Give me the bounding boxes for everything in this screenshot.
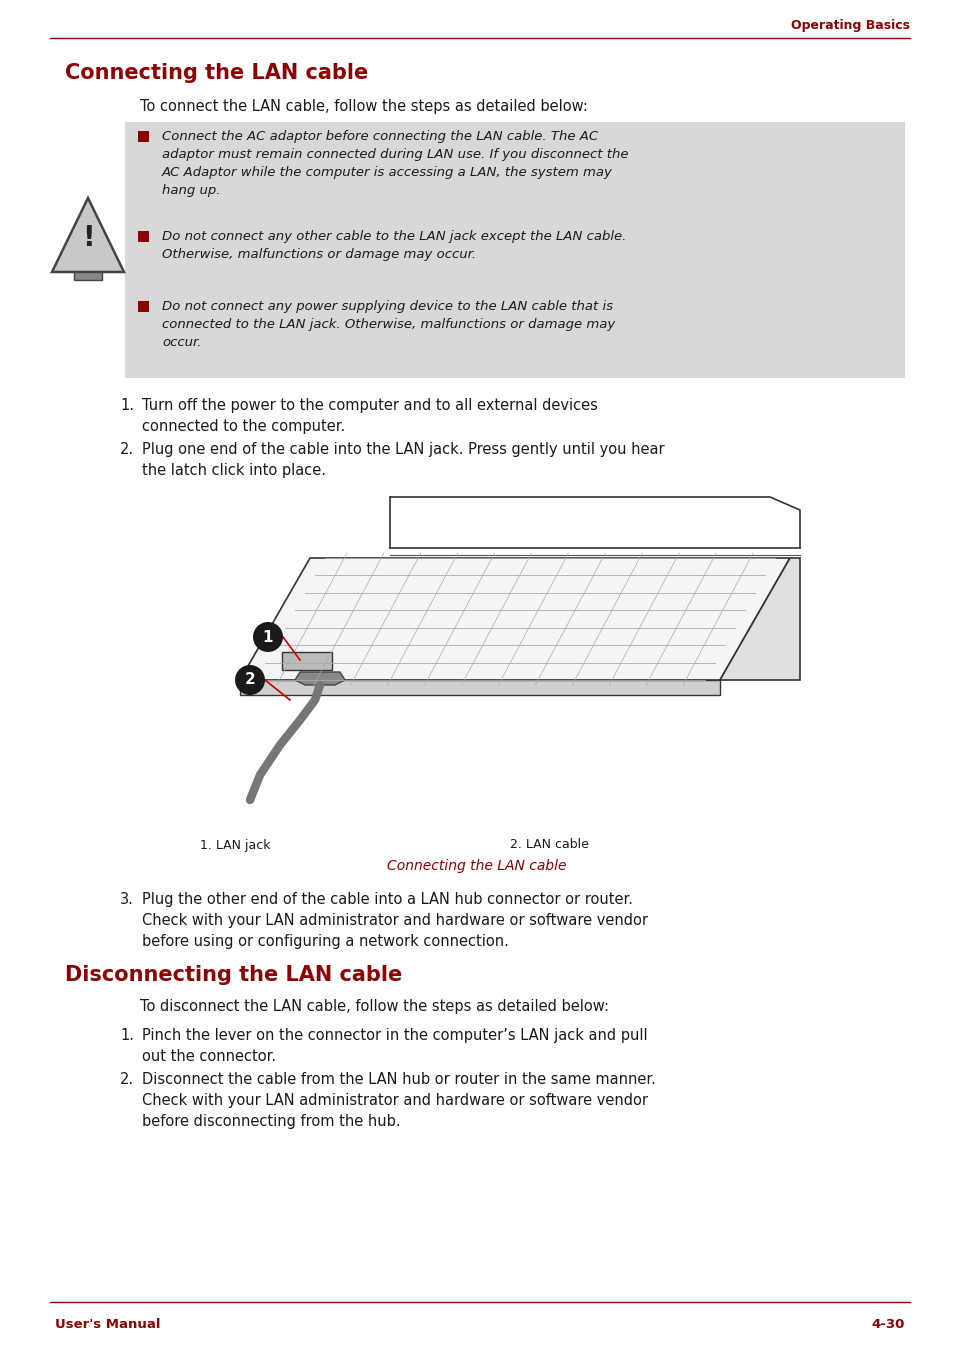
Text: Plug one end of the cable into the LAN jack. Press gently until you hear
the lat: Plug one end of the cable into the LAN j… bbox=[142, 442, 664, 479]
Text: To connect the LAN cable, follow the steps as detailed below:: To connect the LAN cable, follow the ste… bbox=[140, 99, 587, 114]
Text: Do not connect any other cable to the LAN jack except the LAN cable.
Otherwise, : Do not connect any other cable to the LA… bbox=[162, 230, 626, 261]
FancyBboxPatch shape bbox=[138, 131, 149, 142]
Text: 2. LAN cable: 2. LAN cable bbox=[510, 838, 588, 852]
Text: Connect the AC adaptor before connecting the LAN cable. The AC
adaptor must rema: Connect the AC adaptor before connecting… bbox=[162, 130, 628, 197]
FancyBboxPatch shape bbox=[282, 652, 332, 671]
Text: Disconnect the cable from the LAN hub or router in the same manner.
Check with y: Disconnect the cable from the LAN hub or… bbox=[142, 1072, 656, 1129]
Polygon shape bbox=[52, 197, 124, 272]
FancyBboxPatch shape bbox=[125, 122, 904, 379]
Circle shape bbox=[253, 622, 283, 652]
Text: 3.: 3. bbox=[120, 892, 133, 907]
Text: 2.: 2. bbox=[120, 442, 134, 457]
Text: Connecting the LAN cable: Connecting the LAN cable bbox=[65, 64, 368, 82]
Text: To disconnect the LAN cable, follow the steps as detailed below:: To disconnect the LAN cable, follow the … bbox=[140, 999, 608, 1014]
Text: 2: 2 bbox=[244, 672, 255, 688]
Polygon shape bbox=[294, 672, 345, 685]
Text: 1: 1 bbox=[262, 630, 273, 645]
Text: !: ! bbox=[82, 224, 94, 251]
Text: 2.: 2. bbox=[120, 1072, 134, 1087]
FancyBboxPatch shape bbox=[138, 301, 149, 312]
Circle shape bbox=[234, 665, 265, 695]
Text: Do not connect any power supplying device to the LAN cable that is
connected to : Do not connect any power supplying devic… bbox=[162, 300, 615, 349]
Text: User's Manual: User's Manual bbox=[55, 1318, 160, 1332]
Polygon shape bbox=[240, 558, 789, 680]
Text: Plug the other end of the cable into a LAN hub connector or router.
Check with y: Plug the other end of the cable into a L… bbox=[142, 892, 647, 949]
Text: Operating Basics: Operating Basics bbox=[790, 19, 909, 32]
Polygon shape bbox=[240, 680, 720, 695]
Text: Pinch the lever on the connector in the computer’s LAN jack and pull
out the con: Pinch the lever on the connector in the … bbox=[142, 1028, 647, 1064]
Polygon shape bbox=[720, 558, 800, 680]
Text: 1.: 1. bbox=[120, 1028, 133, 1042]
Text: 4-30: 4-30 bbox=[871, 1318, 904, 1332]
Text: Connecting the LAN cable: Connecting the LAN cable bbox=[387, 859, 566, 873]
FancyBboxPatch shape bbox=[74, 272, 102, 280]
Text: Disconnecting the LAN cable: Disconnecting the LAN cable bbox=[65, 965, 402, 986]
Text: 1. LAN jack: 1. LAN jack bbox=[200, 838, 271, 852]
Text: 1.: 1. bbox=[120, 397, 133, 412]
Text: Turn off the power to the computer and to all external devices
connected to the : Turn off the power to the computer and t… bbox=[142, 397, 598, 434]
FancyBboxPatch shape bbox=[138, 231, 149, 242]
